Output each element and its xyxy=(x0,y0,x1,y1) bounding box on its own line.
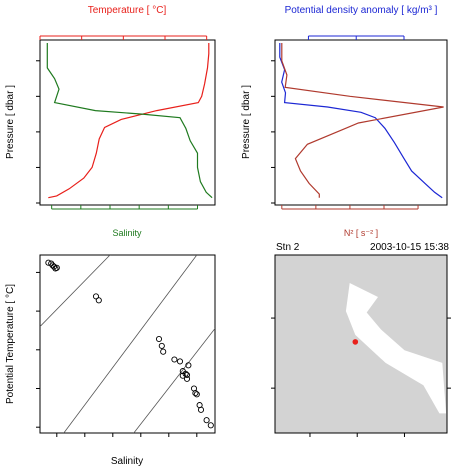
ts-data-point xyxy=(50,263,58,270)
ts-data-point xyxy=(158,342,165,349)
ts-data-point xyxy=(203,417,210,424)
land-area xyxy=(275,255,447,433)
ts-diagram-y-axis-title: Potential Temperature [ °C] xyxy=(5,284,16,404)
ts-profile-series-0-line xyxy=(48,43,210,199)
ts-data-point xyxy=(171,356,178,363)
density-profile-panel: Potential density anomaly [ kg/m³ ] N² [… xyxy=(241,5,448,238)
density-profile-series-1-line xyxy=(281,43,444,198)
station-map-frame xyxy=(274,254,448,434)
station-label: Stn 2 xyxy=(276,242,300,253)
ts-data-point xyxy=(176,358,184,365)
datetime-label: 2003-10-15 15:38 xyxy=(370,242,449,253)
ts-data-point xyxy=(197,406,205,413)
density-profile-bottom-axis-title: N² [ s⁻² ] xyxy=(344,228,378,238)
ts-data-point xyxy=(160,348,167,355)
ts-data-point xyxy=(95,297,102,304)
ts-data-point xyxy=(155,335,163,343)
ts-data-point xyxy=(185,362,192,369)
ts-data-point xyxy=(45,259,52,266)
ts-profile-y-axis-title: Pressure [ dbar ] xyxy=(5,85,16,159)
ts-data-point xyxy=(92,293,100,300)
isopycnal-line xyxy=(63,255,198,433)
ts-data-point xyxy=(179,372,186,379)
density-profile-y-axis-title: Pressure [ dbar ] xyxy=(241,85,252,159)
ts-profile-panel: Temperature [ °C] Salinity Pressure [ db… xyxy=(5,5,216,238)
ts-diagram-x-axis-title: Salinity xyxy=(111,456,143,467)
ts-data-point xyxy=(183,375,191,382)
ts-diagram-panel: Salinity Potential Temperature [ °C] xyxy=(5,254,216,467)
ts-profile-series-1-line xyxy=(46,43,213,199)
ts-profile-top-axis-title: Temperature [ °C] xyxy=(88,5,167,16)
density-profile-top-axis-title: Potential density anomaly [ kg/m³ ] xyxy=(285,5,438,16)
ts-data-point xyxy=(193,391,200,398)
station-marker xyxy=(352,339,359,345)
density-profile-series-0-line xyxy=(279,43,443,199)
station-map-panel: Stn 2 2003-10-15 15:38 xyxy=(271,242,451,437)
water-area xyxy=(345,283,447,414)
ts-profile-bottom-axis-title: Salinity xyxy=(112,228,142,238)
isopycnal-line xyxy=(40,255,111,327)
ts-data-point xyxy=(207,422,214,429)
ts-profile-frame xyxy=(39,39,216,206)
ts-diagram-frame xyxy=(39,254,216,434)
density-profile-frame xyxy=(274,39,448,206)
ts-data-point xyxy=(192,390,199,397)
ts-data-point xyxy=(183,371,191,379)
ts-data-point xyxy=(52,265,59,272)
isopycnal-line xyxy=(133,328,215,433)
